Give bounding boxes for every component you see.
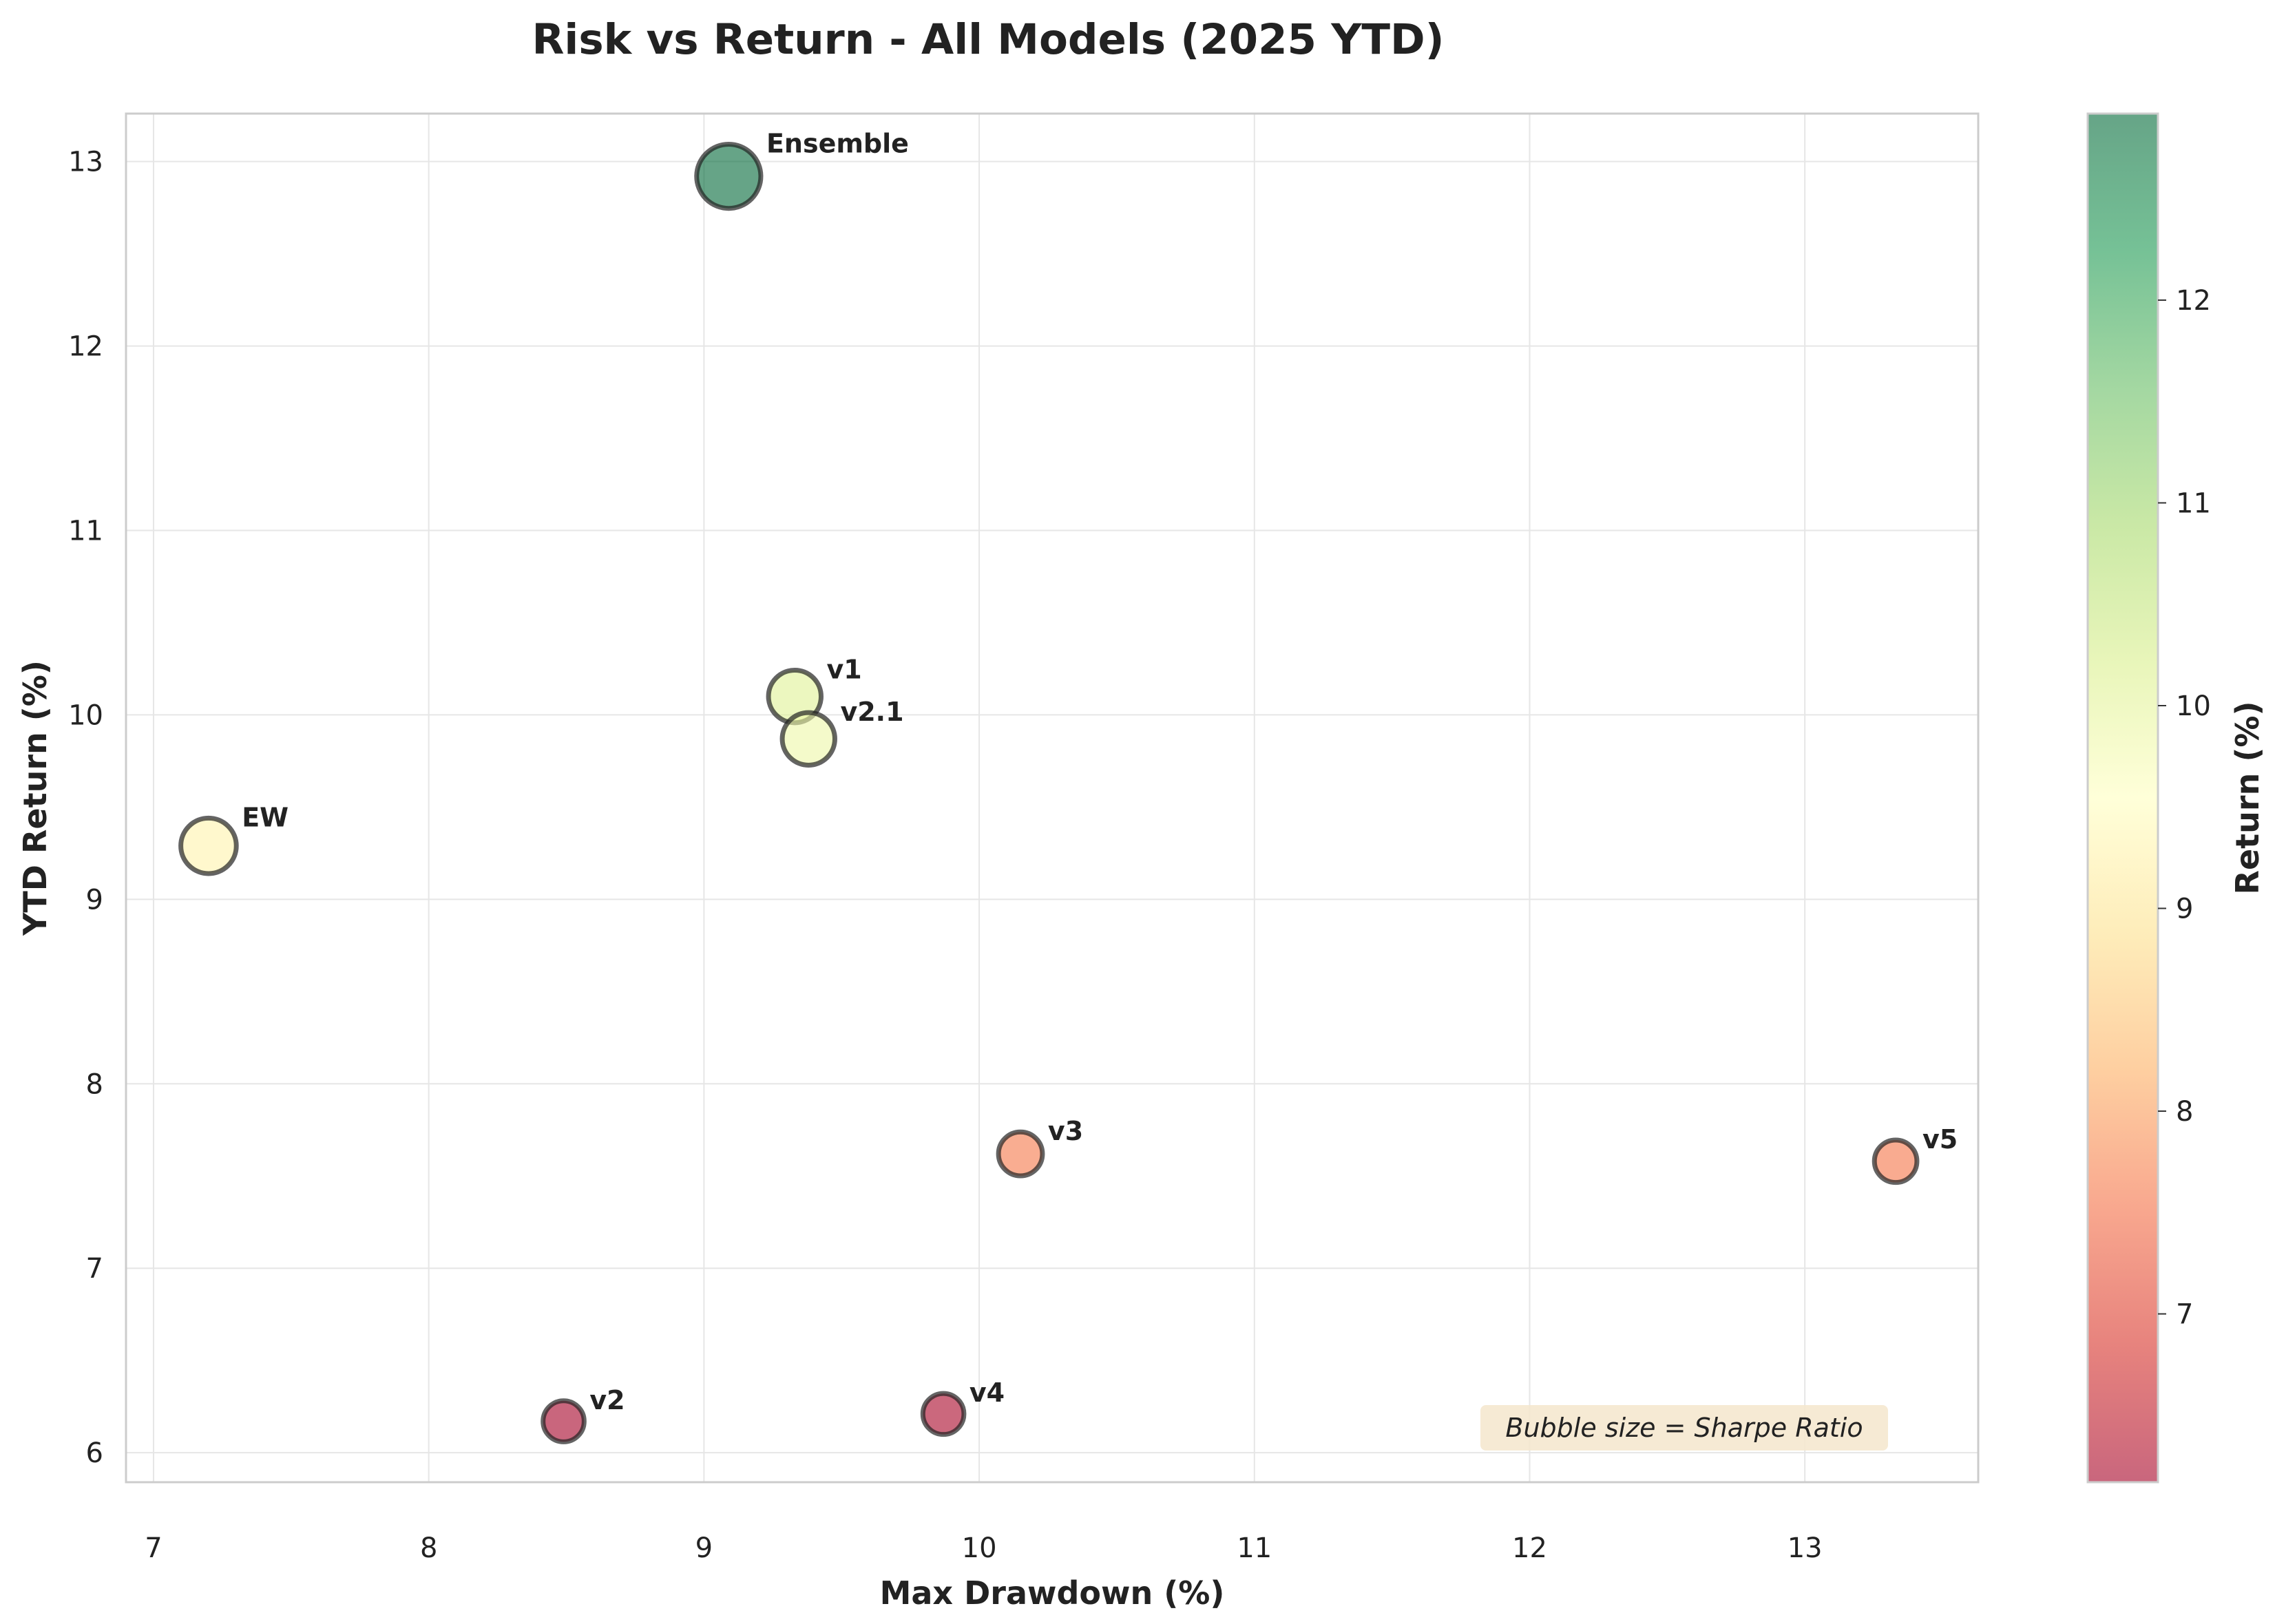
scatter-point: v5 (1872, 1124, 1958, 1185)
y-tick-label: 10 (68, 699, 103, 731)
y-tick-label: 7 (86, 1253, 103, 1285)
scatter-point: Ensemble (694, 128, 909, 211)
point-label: v3 (1048, 1116, 1083, 1146)
x-axis-label: Max Drawdown (%) (880, 1574, 1225, 1612)
point-marker (1872, 1137, 1920, 1185)
colorbar-gradient (2088, 114, 2158, 1482)
point-label: v4 (969, 1378, 1005, 1408)
x-tick-label: 11 (1237, 1532, 1272, 1564)
point-marker (920, 1391, 967, 1437)
colorbar-ticks: 7 8 9 10 11 12 (2158, 285, 2211, 1331)
colorbar-label: Return (%) (2229, 702, 2266, 895)
y-tick-label: 8 (86, 1068, 103, 1100)
point-label: v2 (589, 1385, 625, 1415)
colorbar: 7 8 9 10 11 12 Return (%) (2086, 112, 2266, 1484)
point-marker (694, 141, 764, 211)
y-axis-ticks: 6 7 8 9 10 11 12 13 (68, 147, 103, 1469)
colorbar-tick-label: 12 (2176, 285, 2211, 317)
scatter-point: v2.1 (779, 697, 904, 768)
point-marker (541, 1398, 587, 1444)
x-tick-label: 10 (962, 1532, 997, 1564)
colorbar-tick-label: 11 (2176, 487, 2211, 519)
point-label: EW (242, 802, 289, 832)
point-marker (996, 1129, 1045, 1179)
chart-title: Risk vs Return - All Models (2025 YTD) (532, 15, 1444, 64)
y-axis-label: YTD Return (%) (17, 660, 54, 936)
y-tick-label: 13 (68, 147, 103, 178)
y-tick-label: 11 (68, 516, 103, 547)
point-label: v2.1 (840, 697, 903, 727)
scatter-point: v2 (541, 1385, 625, 1444)
bubble-size-note: Bubble size = Sharpe Ratio (1480, 1405, 1888, 1451)
x-tick-label: 12 (1512, 1532, 1547, 1564)
colorbar-tick-label: 7 (2176, 1299, 2193, 1331)
plot-frame (125, 112, 1980, 1484)
x-tick-label: 8 (420, 1532, 437, 1564)
scatter-point: v3 (996, 1116, 1083, 1179)
x-tick-label: 9 (695, 1532, 713, 1564)
x-tick-label: 13 (1788, 1532, 1823, 1564)
y-tick-label: 9 (86, 884, 103, 916)
colorbar-tick-label: 9 (2176, 894, 2193, 925)
point-label: Ensemble (766, 128, 909, 158)
x-axis-ticks: 7 8 9 10 11 12 13 (145, 1532, 1822, 1564)
point-marker (178, 815, 239, 876)
scatter-point: v4 (920, 1378, 1005, 1437)
colorbar-tick-label: 10 (2176, 690, 2211, 722)
bubble-size-note-text: Bubble size = Sharpe Ratio (1505, 1413, 1863, 1443)
scatter-points: Ensemble v1 v2.1 EW v3 v5 v2 v4 (178, 128, 1958, 1444)
point-marker (779, 710, 837, 768)
y-tick-label: 6 (86, 1437, 103, 1469)
colorbar-tick-label: 8 (2176, 1096, 2193, 1128)
scatter-point: EW (178, 802, 289, 876)
x-tick-label: 7 (145, 1532, 162, 1564)
scatter-point: v1 (766, 654, 862, 726)
point-label: v5 (1922, 1124, 1958, 1154)
point-label: v1 (826, 654, 861, 684)
y-tick-label: 12 (68, 331, 103, 363)
colorbar-frame (2086, 112, 2159, 1484)
grid (126, 114, 1978, 1482)
